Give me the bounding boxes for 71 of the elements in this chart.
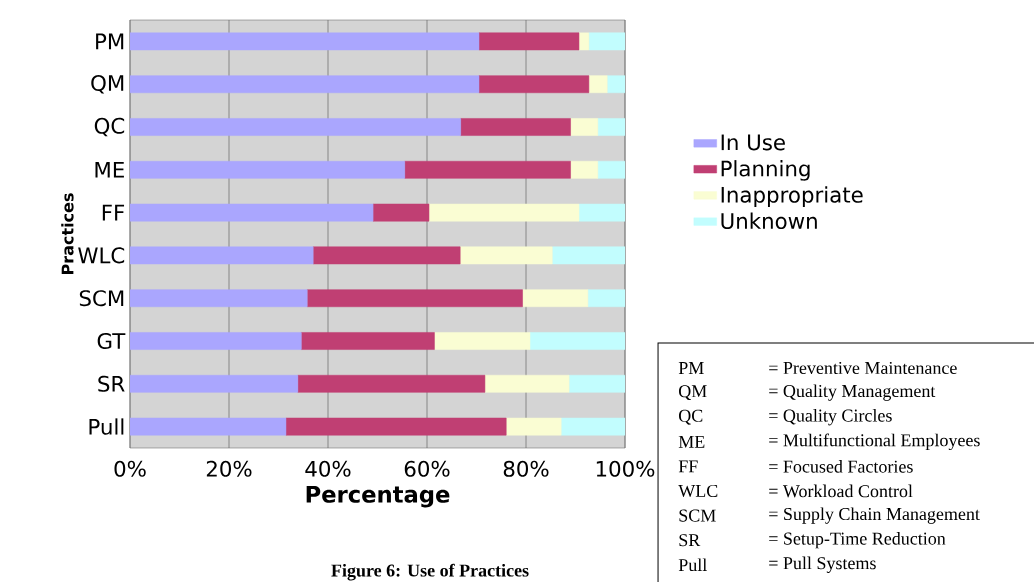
text: = Focused Factories: [769, 460, 913, 473]
bar: [560, 417, 626, 436]
text: FF: [678, 460, 698, 473]
bar: [522, 289, 589, 308]
y-tick-label: SR: [98, 375, 125, 392]
bar: [570, 118, 599, 136]
bar: [478, 32, 580, 51]
text: = Pull Systems: [769, 556, 876, 573]
text: = Multifunctional Employees: [769, 433, 980, 451]
x-tick-label: 100%: [596, 460, 655, 477]
legend-label: Inappropriate: [721, 186, 863, 207]
x-tick-label: 80%: [503, 460, 549, 477]
text: WLC: [678, 484, 718, 498]
text: = Quality Management: [769, 384, 936, 401]
bar: [459, 246, 553, 265]
bar: [529, 332, 626, 350]
x-axis-title: Percentage: [306, 486, 450, 508]
legend-label: In Use: [721, 134, 785, 151]
bar: [285, 417, 507, 436]
caption: Figure 6: Use of Practices: [331, 563, 529, 581]
text: = Preventive Maintenance: [769, 361, 957, 375]
y-tick-label: SCM: [79, 290, 124, 307]
bar: [505, 417, 562, 436]
bar: [597, 118, 626, 136]
bar: [312, 246, 461, 265]
bar: [434, 332, 531, 350]
bar: [606, 75, 626, 94]
legend-label: Planning: [721, 160, 810, 181]
text: = Supply Chain Management: [769, 507, 980, 524]
y-tick-label: QC: [94, 117, 125, 137]
y-tick-label: ME: [95, 162, 124, 178]
y-tick-label: PM: [96, 33, 124, 50]
bar: [570, 160, 599, 179]
text: PM: [678, 362, 704, 374]
text: SR: [679, 534, 701, 547]
bar: [478, 75, 590, 94]
y-tick-label: Pull: [89, 418, 124, 435]
bar: [551, 246, 626, 265]
text: = Workload Control: [769, 484, 913, 498]
legend-label: Unknown: [721, 212, 817, 230]
bar: [301, 332, 435, 350]
bar: [372, 203, 430, 222]
bar: [588, 32, 626, 51]
y-tick-label: GT: [97, 332, 126, 350]
bar: [588, 75, 608, 94]
y-axis-title: Practices: [61, 193, 74, 274]
bar: [484, 374, 570, 393]
text: = Setup-Time Reduction: [769, 532, 946, 549]
bar: [597, 160, 626, 179]
x-tick-label: 60%: [404, 460, 450, 477]
bar: [578, 203, 626, 222]
text: ME: [678, 435, 705, 448]
y-tick-label: FF: [102, 204, 125, 221]
y-tick-label: QM: [91, 74, 124, 94]
y-tick-label: WLC: [78, 247, 125, 264]
text: QM: [679, 385, 707, 401]
text: = Quality Circles: [769, 409, 892, 426]
text: QC: [679, 409, 703, 425]
bar: [587, 289, 626, 308]
x-tick-label: 0%: [114, 460, 146, 477]
bar: [297, 374, 486, 393]
text: SCM: [679, 509, 716, 522]
bar: [578, 32, 590, 51]
bar: [404, 160, 571, 179]
x-tick-label: 20%: [206, 460, 252, 477]
bar: [460, 118, 571, 136]
bar: [306, 289, 523, 308]
x-tick-label: 40%: [305, 460, 351, 477]
bar: [428, 203, 580, 222]
text: Pull: [678, 558, 707, 572]
bar: [568, 374, 626, 393]
